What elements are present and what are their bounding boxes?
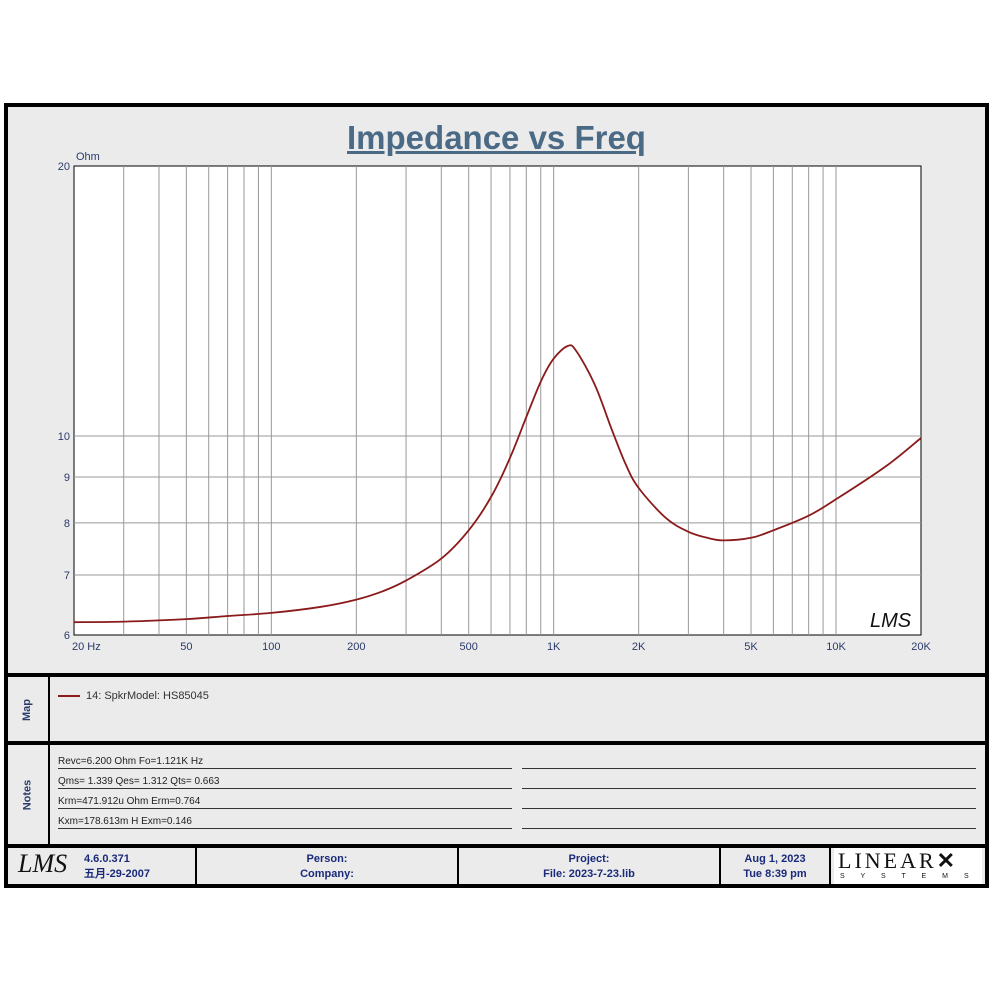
y-axis-label: Ohm — [76, 151, 100, 163]
note-line: Kxm=178.613m H Exm=0.146 — [58, 815, 512, 829]
map-label: Map — [21, 699, 33, 721]
notes-label: Notes — [21, 779, 33, 810]
plot-area — [73, 165, 922, 636]
footer-divider — [829, 848, 831, 884]
linearx-logo: LINEAR✕ S Y S T E M S — [834, 848, 982, 884]
x-tick-label: 500 — [460, 641, 478, 653]
note-line: Revc=6.200 Ohm Fo=1.121K Hz — [58, 755, 512, 769]
note-blank-line — [522, 795, 976, 809]
map-legend-entry: 14: SpkrModel: HS85045 — [58, 690, 209, 702]
x-tick-label: 2K — [632, 641, 646, 653]
map-side-rule — [48, 677, 50, 743]
company-label: Company: — [300, 868, 354, 880]
y-tick-label: 9 — [64, 472, 70, 484]
footer-divider — [457, 848, 459, 884]
time-text: Tue 8:39 pm — [743, 868, 807, 880]
series-swatch — [58, 695, 80, 697]
footer-divider — [719, 848, 721, 884]
footer-person-cell: Person: Company: — [197, 850, 457, 884]
x-tick-label: 5K — [744, 641, 758, 653]
x-tick-labels: 20 Hz 50 100 200 500 1K 2K 5K 10K 20K — [72, 641, 931, 653]
notes-side-rule — [48, 745, 50, 844]
build-date: 五月-29-2007 — [84, 868, 151, 880]
note-blank-line — [522, 755, 976, 769]
y-tick-label: 8 — [64, 518, 70, 530]
impedance-curve — [73, 344, 922, 624]
date-text: Aug 1, 2023 — [744, 853, 806, 865]
version-number: 4.6.0.371 — [84, 853, 130, 865]
lms-watermark: LMS — [870, 610, 912, 632]
x-tick-label: 200 — [347, 641, 365, 653]
linearx-subtext: S Y S T E M S — [840, 873, 976, 880]
note-line: Qms= 1.339 Qes= 1.312 Qts= 0.663 — [58, 775, 512, 789]
x-mark-icon: ✕ — [936, 848, 959, 873]
x-tick-label: 1K — [547, 641, 561, 653]
person-label: Person: — [306, 853, 348, 865]
footer-version-cell: 4.6.0.371 五月-29-2007 — [66, 850, 204, 884]
footer-divider — [195, 848, 197, 884]
footer-project-cell: Project: File: 2023-7-23.lib — [459, 850, 719, 884]
y-tick-label: 10 — [58, 431, 70, 443]
footer-date-cell: Aug 1, 2023 Tue 8:39 pm — [721, 850, 829, 884]
linearx-brand-text: LINEAR✕ — [838, 848, 959, 873]
chart-title: Impedance vs Freq — [347, 119, 646, 156]
x-tick-label: 10K — [826, 641, 846, 653]
footer-lms-logo: LMS — [18, 849, 68, 878]
y-tick-label: 7 — [64, 570, 70, 582]
project-label: Project: — [568, 853, 610, 865]
footer-top-divider — [8, 844, 985, 848]
note-line: Krm=471.912u Ohm Erm=0.764 — [58, 795, 512, 809]
series-name: 14: SpkrModel: HS85045 — [86, 690, 209, 702]
y-tick-labels: 20 10 9 8 7 6 — [58, 161, 70, 642]
x-tick-label: 100 — [262, 641, 280, 653]
y-tick-label: 6 — [64, 630, 70, 642]
x-tick-label: 50 — [180, 641, 192, 653]
notes-top-divider — [8, 741, 985, 745]
report-frame: Impedance vs Freq 20 10 9 8 7 6 20 Hz 50 100 200… — [4, 103, 989, 888]
note-blank-line — [522, 815, 976, 829]
note-blank-line — [522, 775, 976, 789]
file-label: File: 2023-7-23.lib — [543, 868, 635, 880]
x-tick-label: 20 Hz — [72, 641, 101, 653]
y-tick-label: 20 — [58, 161, 70, 173]
x-tick-label: 20K — [911, 641, 931, 653]
grid-lines — [74, 166, 921, 635]
impedance-chart: 20 10 9 8 7 6 20 Hz 50 100 200 500 1K 2K 5K 10K 20K Oh… — [58, 151, 932, 653]
map-top-divider — [8, 673, 985, 677]
